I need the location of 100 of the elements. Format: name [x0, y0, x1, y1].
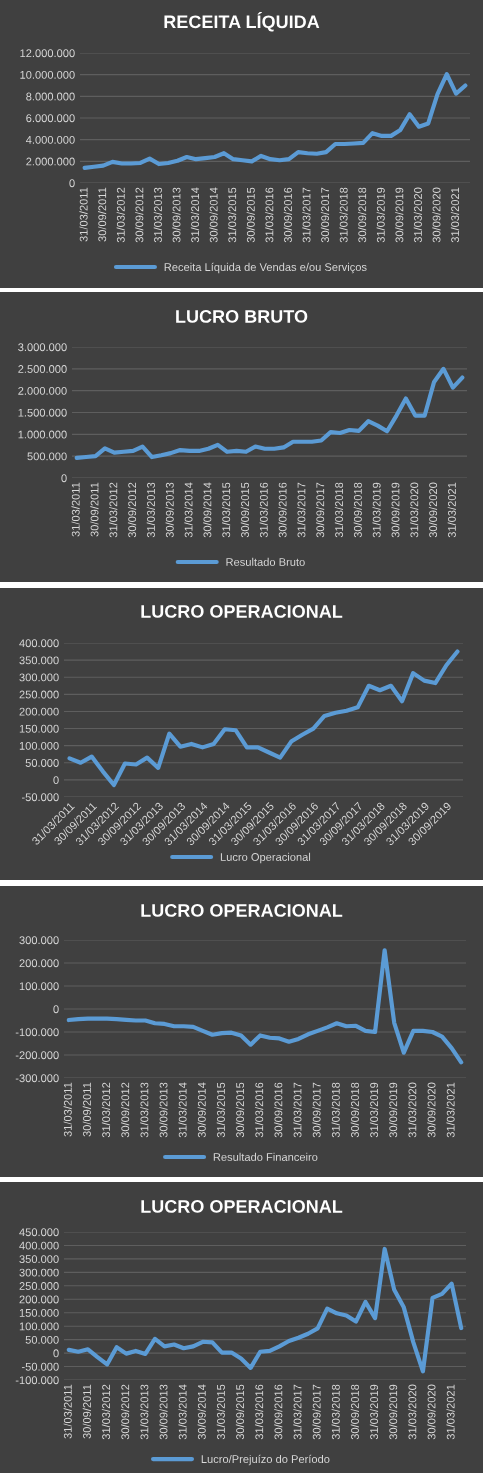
x-tick-label: 30/09/2014 [209, 187, 218, 243]
x-tick-label: 31/03/2019 [369, 1384, 379, 1440]
x-tick-label: 31/03/2018 [339, 187, 348, 243]
line-series [66, 1246, 464, 1374]
y-tick-label: 50.000 [25, 759, 59, 767]
y-tick-label: 10.000.000 [20, 70, 75, 79]
x-tick-label: 31/03/2012 [101, 1384, 111, 1440]
x-tick-label: 30/09/2019 [395, 187, 404, 243]
chart-title: RECEITA LÍQUIDA [164, 12, 320, 32]
x-tick-label: 30/09/2011 [90, 482, 99, 537]
legend-label: Resultado Bruto [226, 557, 305, 566]
y-tick-label: -200.000 [15, 1051, 59, 1060]
x-tick-label: 31/03/2015 [216, 1082, 225, 1138]
y-tick-label: 4.000.000 [25, 135, 75, 144]
chart-title: LUCRO OPERACIONAL [141, 1200, 343, 1213]
x-tick-label: 30/09/2013 [165, 482, 174, 538]
x-tick-label: 30/09/2019 [391, 482, 400, 538]
x-tick-label: 30/09/2012 [135, 187, 144, 243]
x-tick-label: 30/09/2019 [389, 1082, 398, 1138]
x-tick-label: 31/03/2016 [259, 482, 268, 538]
y-tick-label: 250.000 [19, 690, 59, 699]
x-tick-label: 30/09/2011 [82, 1384, 91, 1439]
x-tick-label: 31/03/2021 [447, 482, 456, 538]
x-tick-label: 30/09/2015 [240, 482, 249, 538]
legend-label: Resultado Financeiro [213, 1152, 318, 1161]
x-tick-label: 31/03/2019 [376, 187, 385, 243]
x-tick-label: 31/03/2016 [255, 1082, 264, 1138]
x-tick-label: 31/03/2017 [297, 482, 306, 538]
y-tick-label: 50.000 [25, 1335, 59, 1344]
x-tick-label: 30/09/2017 [316, 482, 325, 538]
y-tick-label: -100.000 [15, 1376, 59, 1385]
x-tick-label: 30/09/2017 [312, 1082, 321, 1138]
y-tick-label: 450.000 [19, 1228, 59, 1237]
y-tick-label: 8.000.000 [26, 92, 75, 101]
x-tick-label: 31/03/2012 [109, 482, 118, 538]
y-tick-label: 350.000 [19, 656, 59, 665]
x-tick-label: 30/09/2015 [246, 187, 255, 243]
x-tick-label: 31/03/2013 [153, 187, 162, 243]
y-tick-label: 200.000 [19, 1295, 59, 1304]
x-tick-label: 30/09/2013 [172, 187, 181, 243]
x-tick-label: 30/09/2014 [197, 1384, 206, 1440]
y-tick-label: 2.000.000 [26, 157, 75, 166]
y-tick-label: 2.500.000 [18, 365, 67, 373]
x-tick-label: 31/03/2013 [146, 482, 155, 538]
x-tick-label: 31/03/2011 [63, 1384, 72, 1439]
y-tick-label: 0 [61, 474, 67, 483]
y-tick-label: 1.000.000 [18, 430, 67, 439]
y-tick-label: 2.000.000 [18, 386, 67, 395]
x-tick-label: 30/09/2015 [235, 1082, 245, 1138]
line-series [74, 366, 465, 460]
y-tick-label: 300.000 [19, 673, 59, 682]
x-tick-label: 31/03/2020 [408, 1082, 417, 1138]
legend-label: Lucro Operacional [220, 852, 311, 864]
x-tick-label: 31/03/2020 [408, 1384, 417, 1440]
y-tick-label: 400.000 [19, 1241, 59, 1250]
x-tick-label: 30/09/2011 [98, 187, 107, 242]
x-tick-label: 30/09/2014 [203, 482, 212, 538]
x-tick-label: 31/03/2014 [184, 482, 193, 538]
x-tick-label: 30/09/2012 [121, 1082, 130, 1138]
y-tick-label: 1.500.000 [18, 408, 67, 417]
x-tick-label: 31/03/2018 [331, 1082, 340, 1138]
y-tick-label: 0 [53, 1349, 59, 1358]
y-tick-label: 500.000 [27, 452, 67, 461]
chart-title: LUCRO BRUTO [176, 310, 308, 323]
line-series [66, 948, 464, 1065]
x-tick-label: 30/09/2020 [428, 482, 438, 538]
x-tick-label: 30/09/2011 [82, 1082, 91, 1137]
y-tick-label: -300.000 [15, 1074, 59, 1083]
y-tick-label: 6.000.000 [26, 114, 75, 123]
x-tick-label: 30/09/2012 [127, 482, 137, 538]
x-tick-label: 30/09/2020 [427, 1082, 436, 1138]
y-tick-label: 300.000 [19, 936, 59, 945]
y-tick-label: 150.000 [19, 1308, 59, 1317]
x-tick-label: 30/09/2018 [350, 1384, 359, 1440]
x-tick-label: 31/03/2018 [334, 482, 344, 538]
x-tick-label: 30/09/2018 [358, 187, 367, 243]
x-tick-label: 30/09/2017 [320, 187, 330, 243]
x-tick-label: 31/03/2018 [331, 1384, 340, 1440]
y-tick-label: 150.000 [19, 724, 59, 733]
x-tick-label: 31/03/2013 [140, 1082, 149, 1138]
x-tick-label: 30/09/2012 [121, 1384, 130, 1440]
y-tick-label: 400.000 [19, 639, 59, 648]
x-tick-label: 31/03/2015 [222, 482, 231, 538]
x-tick-label: 31/03/2015 [228, 187, 237, 243]
x-tick-label: 31/03/2019 [372, 482, 381, 538]
x-tick-label: 30/09/2016 [283, 187, 292, 243]
x-tick-label: 30/09/2018 [353, 482, 362, 538]
y-tick-label: 0 [69, 179, 75, 188]
x-tick-label: 30/09/2013 [159, 1384, 168, 1440]
y-tick-label: 3.000.000 [18, 343, 67, 352]
line-series [82, 72, 468, 170]
y-tick-label: 100.000 [19, 1322, 59, 1331]
y-tick-label: 350.000 [19, 1255, 59, 1264]
x-tick-label: 31/03/2017 [293, 1384, 302, 1440]
legend-label: Lucro/Prejuízo do Período [201, 1454, 330, 1466]
y-tick-label: 250.000 [19, 1282, 59, 1290]
legend-label: Receita Líquida de Vendas e/ou Serviços [164, 262, 367, 274]
x-tick-label: 31/03/2016 [265, 187, 274, 243]
y-tick-label: 0 [53, 1005, 59, 1014]
y-tick-label: 300.000 [19, 1268, 59, 1277]
